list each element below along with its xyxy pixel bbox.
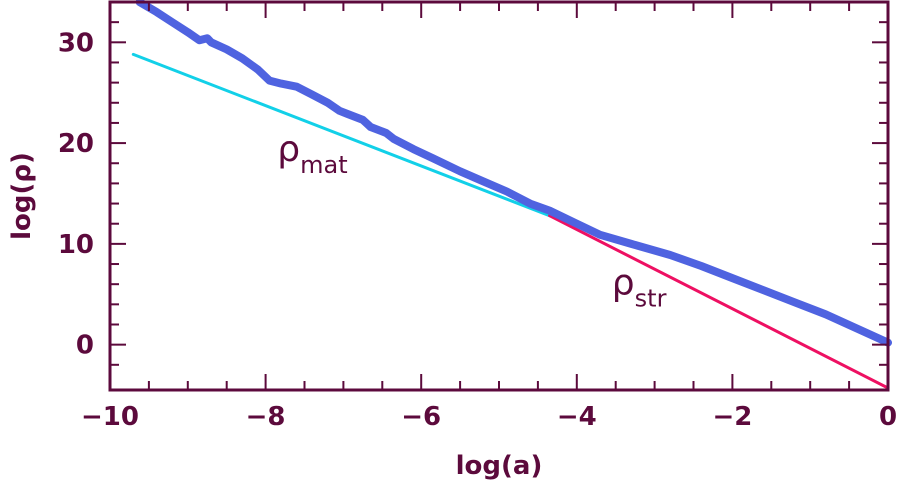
x-tick-label: −10 <box>81 402 139 432</box>
x-tick-label: −8 <box>246 402 286 432</box>
y-tick-label: 0 <box>76 331 94 361</box>
tick-labels: −10 −8 −6 −4 −2 0 0 10 20 30 <box>58 28 897 432</box>
chart-marks <box>131 0 892 390</box>
axis-ticks <box>109 2 889 390</box>
y-tick-label: 20 <box>58 129 94 159</box>
series-label-matter-sub: mat <box>300 151 348 179</box>
x-tick-label: −4 <box>557 402 597 432</box>
series-line-string <box>548 214 890 390</box>
y-axis-label: log(ρ) <box>7 152 37 240</box>
series-label-string-main: ρ <box>612 262 635 303</box>
y-tick-label: 30 <box>58 28 94 58</box>
series-line-matter <box>131 52 552 218</box>
x-tick-label: −2 <box>712 402 752 432</box>
series-label-matter-main: ρ <box>277 129 300 170</box>
series-line-total <box>135 0 892 347</box>
series-label-string-sub: str <box>635 284 667 312</box>
x-tick-label: −6 <box>401 402 441 432</box>
series-label-string: ρstr <box>612 262 667 312</box>
x-axis-label: log(a) <box>456 451 543 481</box>
y-tick-label: 10 <box>58 230 94 260</box>
series-label-matter: ρmat <box>277 129 347 179</box>
x-tick-label: 0 <box>879 402 897 432</box>
